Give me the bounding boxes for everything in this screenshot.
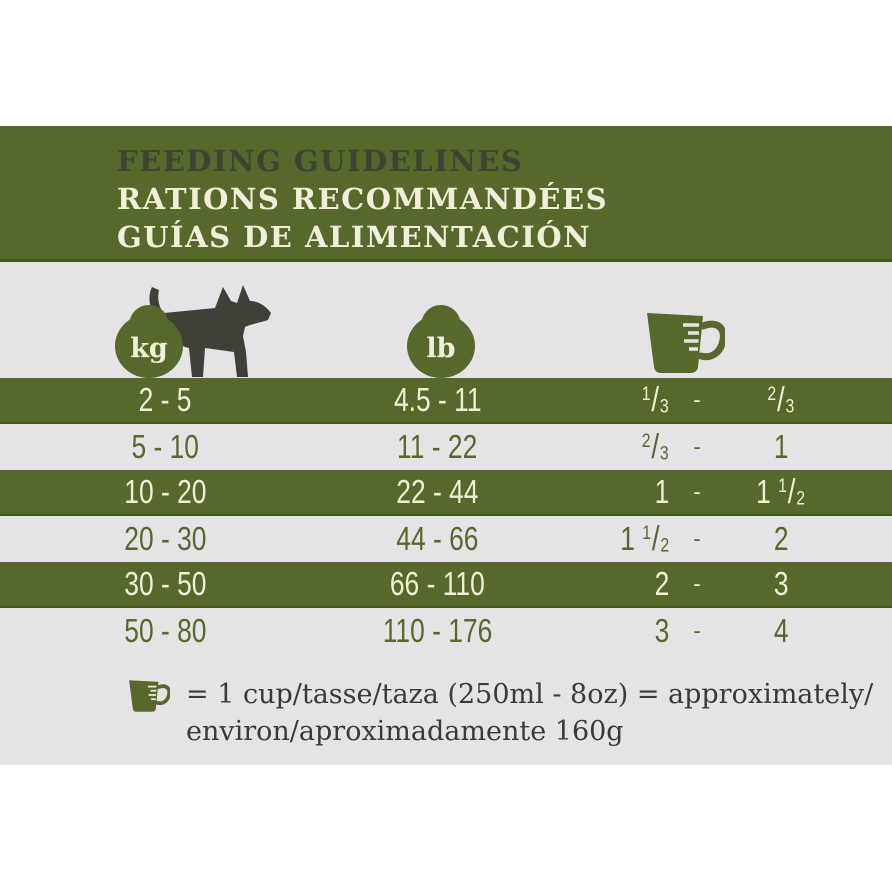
cups-max-value: 2/3 [767,380,795,419]
weight-lb-cell: 66 - 110 [390,565,485,602]
header-band: FEEDING GUIDELINES RATIONS RECOMMANDÉES … [0,126,892,262]
table-row: 2 - 5 4.5 - 11 1/3 - 2/3 [0,378,892,424]
table-row: 50 - 80 110 - 176 3 - 4 [0,608,892,654]
kg-label: kg [130,333,168,364]
cups-min-value: 2 [654,565,669,602]
cups-min-value: 1/3 [642,380,669,419]
kg-weight-icon: kg [115,305,183,378]
weight-kg-cell: 10 - 20 [123,473,207,510]
weight-kg-cell: 5 - 10 [131,428,199,465]
cups-min-value: 2/3 [642,427,669,466]
cups-range-cell: 1 1/2 - 2 [557,510,837,568]
cups-range-cell: 2 - 3 [557,561,837,607]
cups-max-value: 1 [773,428,789,465]
range-dash: - [693,571,701,596]
cups-min-value: 3 [654,612,669,649]
table-row: 30 - 50 66 - 110 2 - 3 [0,562,892,608]
range-dash: - [693,618,701,643]
footnote-line-1: = 1 cup/tasse/taza (250ml - 8oz) = appro… [186,679,874,710]
cups-min-value: 1 1/2 [620,519,669,558]
weight-lb-cell: 22 - 44 [396,473,479,510]
lb-weight-icon: lb [407,305,475,378]
weight-kg-cell: 50 - 80 [123,612,207,649]
table-row: 5 - 10 11 - 22 2/3 - 1 [0,424,892,470]
cups-max-value: 3 [773,565,789,602]
table-row: 20 - 30 44 - 66 1 1/2 - 2 [0,516,892,562]
feeding-table: kg lb 2 - 5 4.5 [0,262,892,765]
title-spanish: GUÍAS DE ALIMENTACIÓN [117,220,592,254]
footnote-cup-icon [129,680,170,712]
title-english: FEEDING GUIDELINES [117,144,524,178]
dog-silhouette-icon [149,285,271,377]
cups-min-value: 1 [654,473,669,510]
cups-range-cell: 3 - 4 [557,608,837,654]
measuring-cup-icon [647,313,725,373]
table-header-icons: kg lb [0,262,892,378]
weight-kg-cell: 2 - 5 [138,381,192,418]
guidelines-rows: 2 - 5 4.5 - 11 1/3 - 2/3 5 - 10 11 - 22 … [0,378,892,654]
table-row: 10 - 20 22 - 44 1 - 1 1/2 [0,470,892,516]
weight-kg-cell: 30 - 50 [123,565,207,602]
range-dash: - [693,387,701,412]
weight-lb-cell: 110 - 176 [382,612,493,649]
cups-range-cell: 1/3 - 2/3 [557,371,837,429]
range-dash: - [693,479,701,504]
title-french: RATIONS RECOMMANDÉES [117,182,609,216]
cups-max-value: 2 [773,520,789,557]
cups-range-cell: 1 - 1 1/2 [557,463,837,521]
cups-max-value: 1 1/2 [756,472,806,511]
weight-lb-cell: 44 - 66 [396,520,479,557]
weight-lb-cell: 11 - 22 [397,428,478,465]
range-dash: - [693,526,701,551]
range-dash: - [693,434,701,459]
lb-label: lb [426,333,455,364]
weight-lb-cell: 4.5 - 11 [393,381,482,418]
footnote: = 1 cup/tasse/taza (250ml - 8oz) = appro… [126,676,873,750]
cups-range-cell: 2/3 - 1 [557,418,837,476]
cups-max-value: 4 [773,612,789,649]
footnote-text: = 1 cup/tasse/taza (250ml - 8oz) = appro… [186,676,873,750]
weight-kg-cell: 20 - 30 [123,520,207,557]
footnote-line-2: environ/aproximadamente 160g [186,716,624,747]
